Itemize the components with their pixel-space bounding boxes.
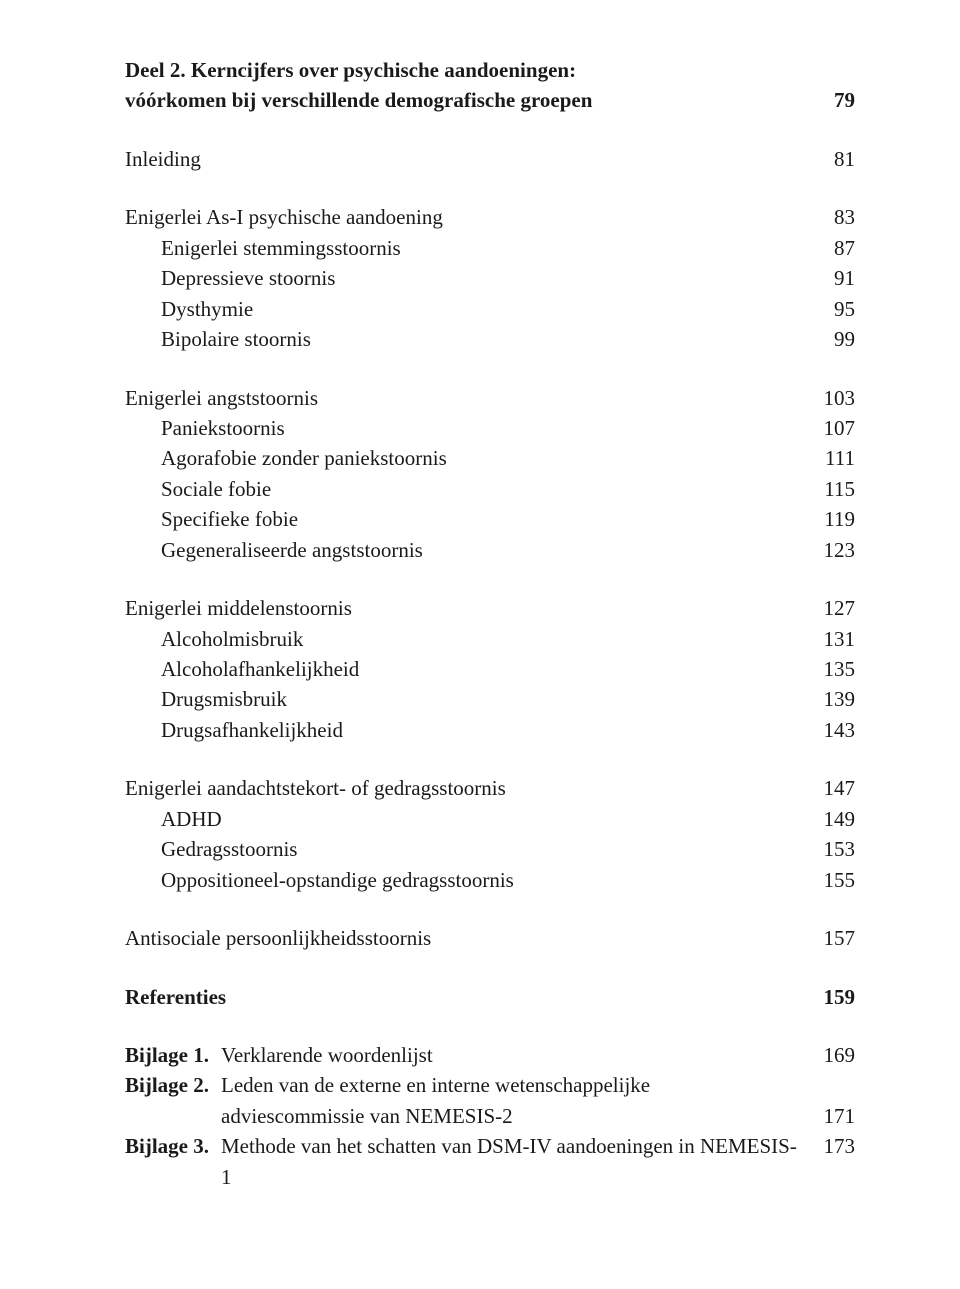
bijlage-2: Bijlage 2. Leden van de externe en inter… xyxy=(125,1070,855,1100)
referenties-page: 159 xyxy=(804,982,856,1012)
toc-item-label: Oppositioneel-opstandige gedragsstoornis xyxy=(161,865,804,895)
toc-item-label: ADHD xyxy=(161,804,804,834)
section-a-heading: Enigerlei As-I psychische aandoening xyxy=(125,202,814,232)
toc-item-page: 135 xyxy=(804,654,856,684)
section-c-heading-page: 127 xyxy=(804,593,856,623)
toc-item-page: 155 xyxy=(804,865,856,895)
section-a: Enigerlei As-I psychische aandoening 83 … xyxy=(125,202,855,354)
bijlage-1: Bijlage 1. Verklarende woordenlijst 169 xyxy=(125,1040,855,1070)
toc-item: Alcoholafhankelijkheid 135 xyxy=(125,654,855,684)
toc-item-page: 99 xyxy=(814,324,855,354)
section-deel2-title: Deel 2. Kerncijfers over psychische aand… xyxy=(125,55,855,116)
section-a-heading-page: 83 xyxy=(814,202,855,232)
toc-item-page: 111 xyxy=(805,443,855,473)
inleiding-block: Inleiding 81 xyxy=(125,144,855,174)
toc-item-label: Dysthymie xyxy=(161,294,814,324)
toc-item-page: 153 xyxy=(804,834,856,864)
toc-item: Bipolaire stoornis 99 xyxy=(125,324,855,354)
inleiding-page: 81 xyxy=(814,144,855,174)
bijlage-2-page-placeholder xyxy=(830,1070,855,1100)
toc-item-page: 95 xyxy=(814,294,855,324)
toc-item: ADHD 149 xyxy=(125,804,855,834)
bijlage-2-prefix: Bijlage 2. xyxy=(125,1070,221,1100)
toc-item: Gedragsstoornis 153 xyxy=(125,834,855,864)
bijlage-3: Bijlage 3. Methode van het schatten van … xyxy=(125,1131,855,1192)
section-c: Enigerlei middelenstoornis 127 Alcoholmi… xyxy=(125,593,855,745)
section-c-heading: Enigerlei middelenstoornis xyxy=(125,593,804,623)
antisociale-page: 157 xyxy=(804,923,856,953)
bijlage-3-page: 173 xyxy=(804,1131,856,1161)
bijlage-2-cont: adviescommissie van NEMESIS-2 171 xyxy=(125,1101,855,1131)
bijlage-2-text1: Leden van de externe en interne wetensch… xyxy=(221,1070,830,1100)
toc-item: Drugsmisbruik 139 xyxy=(125,684,855,714)
inleiding-label: Inleiding xyxy=(125,144,814,174)
toc-item: Depressieve stoornis 91 xyxy=(125,263,855,293)
toc-item-page: 87 xyxy=(814,233,855,263)
bijlage-1-text: Verklarende woordenlijst xyxy=(221,1040,804,1070)
toc-item-label: Alcoholmisbruik xyxy=(161,624,804,654)
bijlage-1-prefix: Bijlage 1. xyxy=(125,1040,221,1070)
referenties-label: Referenties xyxy=(125,982,804,1012)
toc-item: Enigerlei stemmingsstoornis 87 xyxy=(125,233,855,263)
toc-item-page: 143 xyxy=(804,715,856,745)
bijlage-2-page: 171 xyxy=(804,1101,856,1131)
toc-item: Specifieke fobie 119 xyxy=(125,504,855,534)
referenties-block: Referenties 159 xyxy=(125,982,855,1012)
bijlagen-block: Bijlage 1. Verklarende woordenlijst 169 … xyxy=(125,1040,855,1192)
toc-item-page: 131 xyxy=(804,624,856,654)
toc-item-page: 119 xyxy=(804,504,855,534)
toc-item-label: Drugsafhankelijkheid xyxy=(161,715,804,745)
bijlage-1-page: 169 xyxy=(804,1040,856,1070)
toc-item-label: Paniekstoornis xyxy=(161,413,804,443)
toc-item: Sociale fobie 115 xyxy=(125,474,855,504)
toc-item: Alcoholmisbruik 131 xyxy=(125,624,855,654)
toc-item-label: Specifieke fobie xyxy=(161,504,804,534)
toc-item: Paniekstoornis 107 xyxy=(125,413,855,443)
deel2-title-line2: vóórkomen bij verschillende demografisch… xyxy=(125,85,814,115)
section-d-heading: Enigerlei aandachtstekort- of gedragssto… xyxy=(125,773,804,803)
deel2-page: 79 xyxy=(814,85,855,115)
toc-item: Agorafobie zonder paniekstoornis 111 xyxy=(125,443,855,473)
toc-item-page: 91 xyxy=(814,263,855,293)
toc-item-page: 123 xyxy=(804,535,856,565)
section-d-heading-page: 147 xyxy=(804,773,856,803)
toc-item-label: Depressieve stoornis xyxy=(161,263,814,293)
toc-item-label: Drugsmisbruik xyxy=(161,684,804,714)
toc-item-label: Sociale fobie xyxy=(161,474,804,504)
deel2-title-line1: Deel 2. Kerncijfers over psychische aand… xyxy=(125,55,855,85)
bijlage-3-prefix: Bijlage 3. xyxy=(125,1131,221,1161)
toc-item-page: 149 xyxy=(804,804,856,834)
section-d: Enigerlei aandachtstekort- of gedragssto… xyxy=(125,773,855,895)
toc-item-label: Bipolaire stoornis xyxy=(161,324,814,354)
section-b: Enigerlei angststoornis 103 Paniekstoorn… xyxy=(125,383,855,566)
toc-item: Gegeneraliseerde angststoornis 123 xyxy=(125,535,855,565)
antisociale-label: Antisociale persoonlijkheidsstoornis xyxy=(125,923,804,953)
toc-item-label: Agorafobie zonder paniekstoornis xyxy=(161,443,805,473)
toc-item-page: 115 xyxy=(804,474,855,504)
section-b-heading: Enigerlei angststoornis xyxy=(125,383,804,413)
antisociale-block: Antisociale persoonlijkheidsstoornis 157 xyxy=(125,923,855,953)
bijlage-2-text2: adviescommissie van NEMESIS-2 xyxy=(221,1101,804,1131)
toc-item-label: Alcoholafhankelijkheid xyxy=(161,654,804,684)
toc-item-label: Gegeneraliseerde angststoornis xyxy=(161,535,804,565)
section-b-heading-page: 103 xyxy=(804,383,856,413)
toc-item-label: Gedragsstoornis xyxy=(161,834,804,864)
toc-item: Dysthymie 95 xyxy=(125,294,855,324)
toc-item-page: 107 xyxy=(804,413,856,443)
bijlage-3-text: Methode van het schatten van DSM-IV aand… xyxy=(221,1131,804,1192)
toc-item-page: 139 xyxy=(804,684,856,714)
toc-item: Drugsafhankelijkheid 143 xyxy=(125,715,855,745)
toc-item-label: Enigerlei stemmingsstoornis xyxy=(161,233,814,263)
toc-item: Oppositioneel-opstandige gedragsstoornis… xyxy=(125,865,855,895)
